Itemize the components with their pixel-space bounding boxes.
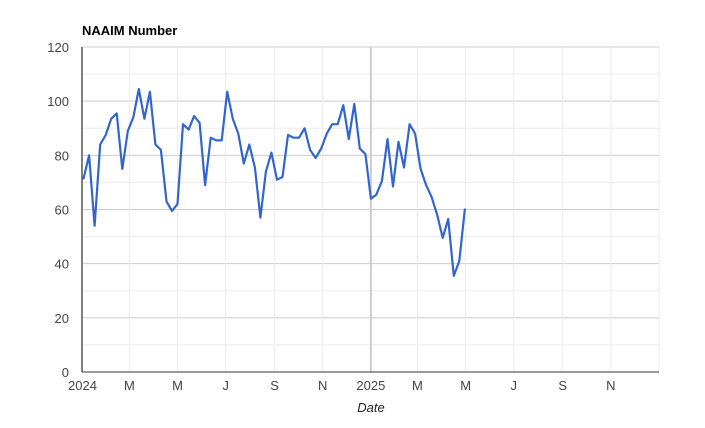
y-tick-label: 40 <box>55 257 69 272</box>
x-tick-label: 2024 <box>68 378 97 393</box>
x-tick-label: M <box>460 378 471 393</box>
x-tick-label: 2025 <box>356 378 385 393</box>
x-axis-ticks: 2024 M M J S N 2025 M M J S N <box>68 378 616 393</box>
x-tick-label: S <box>558 378 567 393</box>
y-axis-ticks: 0 20 40 60 80 100 120 <box>47 40 69 380</box>
x-tick-label: J <box>222 378 229 393</box>
y-tick-label: 120 <box>47 40 69 55</box>
x-tick-label: N <box>318 378 327 393</box>
y-tick-label: 20 <box>55 311 69 326</box>
chart-title: NAAIM Number <box>82 23 177 38</box>
x-tick-label: J <box>511 378 518 393</box>
x-tick-label: M <box>412 378 423 393</box>
series-line-0 <box>82 87 466 277</box>
x-axis-label: Date <box>357 400 384 415</box>
y-tick-label: 100 <box>47 94 69 109</box>
y-tick-label: 60 <box>55 203 69 218</box>
x-tick-label: S <box>270 378 279 393</box>
x-tick-label: N <box>606 378 615 393</box>
x-tick-label: M <box>172 378 183 393</box>
y-tick-label: 0 <box>62 365 69 380</box>
series-group <box>82 87 466 277</box>
x-tick-label: M <box>124 378 135 393</box>
gridlines <box>81 46 660 373</box>
y-tick-label: 80 <box>55 148 69 163</box>
